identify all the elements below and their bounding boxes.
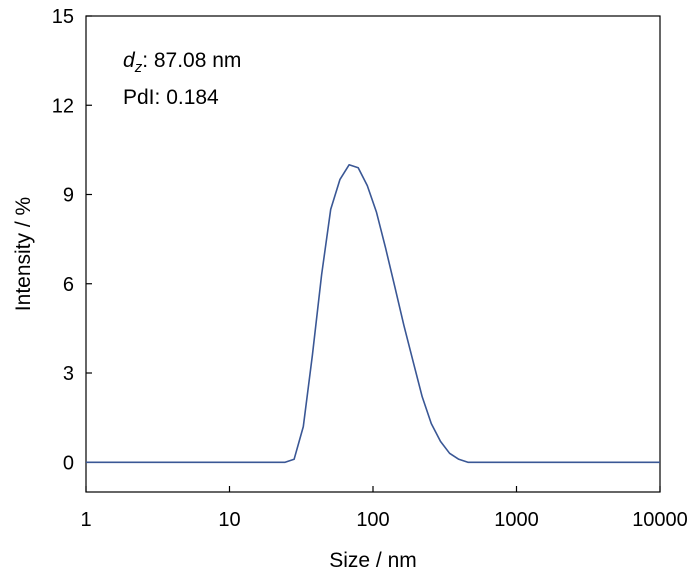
x-axis-ticks: 1 10 100 1000 10000	[80, 486, 688, 531]
series-line	[86, 164, 660, 464]
dz-annotation: dz: 87.08 nm	[123, 49, 241, 76]
y-axis-label: Intensity / %	[12, 197, 35, 311]
y-tick-label: 6	[63, 274, 74, 296]
y-tick-label: 3	[63, 363, 74, 385]
x-tick-label: 1000	[494, 509, 539, 531]
pdi-annotation: PdI: 0.184	[123, 86, 219, 109]
y-tick-label: 0	[63, 452, 74, 474]
x-tick-label: 10000	[632, 509, 688, 531]
x-axis-label: Size / nm	[329, 549, 417, 572]
series-lines	[86, 164, 660, 464]
x-tick-label: 1	[80, 509, 91, 531]
x-tick-label: 10	[218, 509, 240, 531]
y-tick-label: 15	[52, 6, 74, 28]
y-tick-label: 9	[63, 185, 74, 207]
dz-value: : 87.08 nm	[142, 49, 241, 72]
y-axis-ticks: 0 3 6 9 12 15	[52, 6, 92, 474]
dz-symbol: d	[123, 49, 136, 72]
y-tick-label: 12	[52, 95, 74, 117]
x-tick-label: 100	[356, 509, 389, 531]
dz-subscript: z	[134, 59, 143, 76]
